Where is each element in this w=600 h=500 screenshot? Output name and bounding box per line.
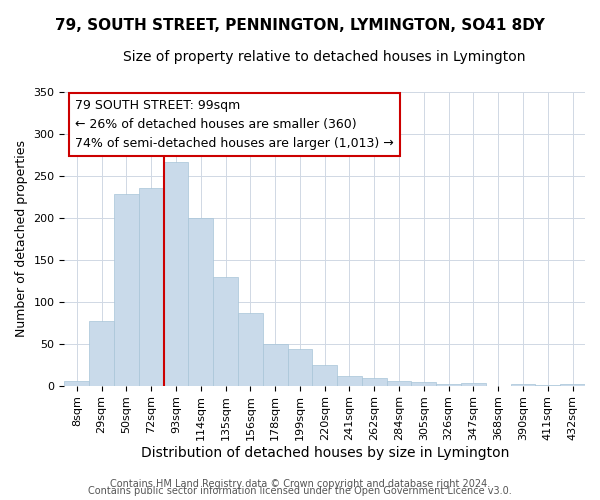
- Bar: [412, 382, 436, 386]
- Text: 79 SOUTH STREET: 99sqm
← 26% of detached houses are smaller (360)
74% of semi-de: 79 SOUTH STREET: 99sqm ← 26% of detached…: [75, 99, 394, 150]
- Bar: [188, 218, 213, 386]
- Text: 79, SOUTH STREET, PENNINGTON, LYMINGTON, SO41 8DY: 79, SOUTH STREET, PENNINGTON, LYMINGTON,…: [55, 18, 545, 32]
- Bar: [164, 162, 188, 386]
- Bar: [535, 385, 560, 386]
- Bar: [436, 384, 461, 386]
- X-axis label: Distribution of detached houses by size in Lymington: Distribution of detached houses by size …: [140, 446, 509, 460]
- Text: Contains HM Land Registry data © Crown copyright and database right 2024.: Contains HM Land Registry data © Crown c…: [110, 479, 490, 489]
- Bar: [362, 378, 386, 386]
- Bar: [64, 382, 89, 386]
- Bar: [313, 364, 337, 386]
- Bar: [386, 380, 412, 386]
- Bar: [511, 384, 535, 386]
- Bar: [287, 348, 313, 386]
- Bar: [337, 376, 362, 386]
- Bar: [560, 384, 585, 386]
- Bar: [213, 277, 238, 386]
- Bar: [114, 194, 139, 386]
- Text: Contains public sector information licensed under the Open Government Licence v3: Contains public sector information licen…: [88, 486, 512, 496]
- Title: Size of property relative to detached houses in Lymington: Size of property relative to detached ho…: [124, 50, 526, 64]
- Bar: [139, 188, 164, 386]
- Bar: [461, 383, 486, 386]
- Bar: [238, 312, 263, 386]
- Y-axis label: Number of detached properties: Number of detached properties: [15, 140, 28, 337]
- Bar: [263, 344, 287, 386]
- Bar: [89, 321, 114, 386]
